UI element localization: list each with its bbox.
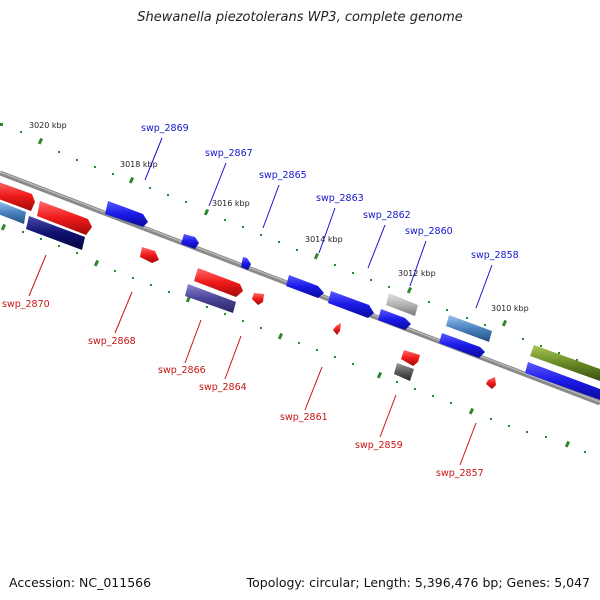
gene-feature[interactable]: [530, 345, 600, 381]
gene-feature[interactable]: [105, 201, 148, 227]
gene-label-minus[interactable]: swp_2870: [2, 299, 50, 310]
gene-feature[interactable]: [486, 377, 496, 389]
gene-feature[interactable]: [378, 309, 411, 330]
gene-label-plus[interactable]: swp_2863: [316, 193, 364, 204]
scale-label: 3010 kbp: [491, 304, 529, 313]
scale-label: 3012 kbp: [398, 269, 436, 278]
gene-feature[interactable]: [26, 216, 85, 250]
plus-strand-features: [0, 181, 600, 400]
genome-summary: Topology: circular; Length: 5,396,476 bp…: [246, 575, 590, 590]
gene-feature[interactable]: [439, 333, 485, 358]
minus-gene-labels: [28, 254, 477, 466]
gene-feature[interactable]: [525, 362, 600, 400]
gene-label-minus[interactable]: swp_2861: [280, 412, 328, 423]
gene-feature[interactable]: [140, 247, 159, 263]
outer-tick-track: [0, 123, 578, 361]
gene-label-plus[interactable]: swp_2862: [363, 210, 411, 221]
gene-feature[interactable]: [252, 293, 264, 305]
gene-feature[interactable]: [328, 291, 374, 318]
scale-label: 3016 kbp: [212, 199, 250, 208]
gene-label-plus[interactable]: swp_2858: [471, 250, 519, 261]
gene-feature[interactable]: [386, 293, 418, 316]
inner-tick-track: [0, 223, 586, 453]
gene-label-plus[interactable]: swp_2865: [259, 170, 307, 181]
gene-feature[interactable]: [241, 257, 251, 270]
gene-feature[interactable]: [286, 275, 324, 298]
map-title: Shewanella piezotolerans WP3, complete g…: [137, 10, 463, 25]
gene-feature[interactable]: [194, 268, 243, 297]
minus-strand-features: [26, 201, 496, 389]
gene-feature[interactable]: [0, 181, 35, 211]
plus-gene-labels: [144, 137, 493, 309]
gene-feature[interactable]: [401, 350, 420, 366]
gene-label-minus[interactable]: swp_2868: [88, 336, 136, 347]
gene-feature[interactable]: [446, 315, 492, 342]
gene-feature[interactable]: [185, 284, 236, 313]
gene-feature[interactable]: [37, 201, 92, 235]
gene-label-plus[interactable]: swp_2869: [141, 123, 189, 134]
scale-label: 3020 kbp: [29, 121, 67, 130]
gene-feature[interactable]: [181, 234, 199, 249]
accession-label: Accession: NC_011566: [9, 575, 152, 590]
scale-label: 3018 kbp: [120, 160, 158, 169]
gene-label-plus[interactable]: swp_2860: [405, 226, 453, 237]
gene-label-minus[interactable]: swp_2857: [436, 468, 484, 479]
gene-feature[interactable]: [333, 323, 341, 335]
gene-label-minus[interactable]: swp_2859: [355, 440, 403, 451]
gene-label-plus[interactable]: swp_2867: [205, 148, 253, 159]
gene-feature[interactable]: [394, 363, 414, 381]
gene-label-minus[interactable]: swp_2864: [199, 382, 247, 393]
gene-feature[interactable]: [0, 201, 26, 224]
gene-label-minus[interactable]: swp_2866: [158, 365, 206, 376]
